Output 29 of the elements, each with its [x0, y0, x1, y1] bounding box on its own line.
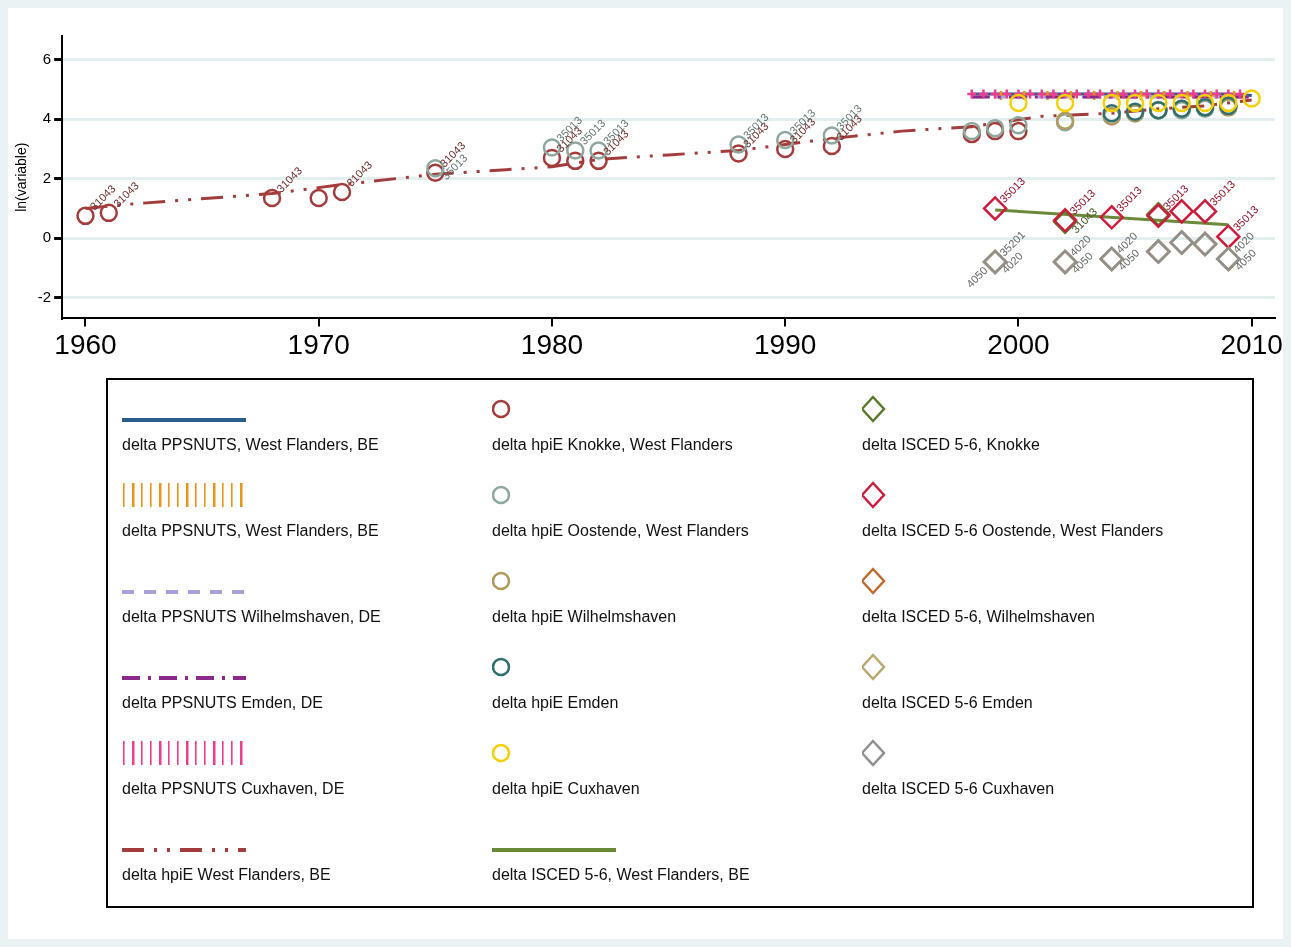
y-tick-label: 4 [42, 109, 52, 127]
y-axis-title: ln(variable) [13, 142, 30, 212]
legend-label: delta PPSNUTS Emden, DE [122, 694, 323, 711]
legend-label: delta ISCED 5-6, West Flanders, BE [492, 866, 750, 883]
x-tick-label: 1980 [520, 328, 584, 360]
legend-label: delta hpiE Oostende, West Flanders [492, 522, 749, 539]
legend-label: delta hpiE Cuxhaven [492, 780, 640, 797]
legend-label: delta PPSNUTS, West Flanders, BE [122, 436, 379, 453]
legend-label: delta ISCED 5-6, Knokke [862, 436, 1040, 453]
x-tick-label: 1990 [754, 328, 817, 360]
legend-label: delta hpiE Emden [492, 694, 619, 711]
x-tick-label: 2000 [987, 328, 1050, 360]
legend-label: delta PPSNUTS Cuxhaven, DE [122, 780, 345, 797]
legend-label: delta ISCED 5-6, Wilhelmshaven [862, 608, 1095, 625]
legend-label: delta hpiE Knokke, West Flanders [492, 436, 733, 453]
legend-label: delta hpiE West Flanders, BE [122, 866, 331, 883]
legend-label: delta PPSNUTS, West Flanders, BE [122, 522, 379, 539]
x-tick-label: 2010 [1220, 328, 1283, 360]
legend-label: delta hpiE Wilhelmshaven [492, 608, 677, 625]
legend-label: delta ISCED 5-6 Oostende, West Flanders [862, 522, 1164, 539]
y-tick-label: 6 [42, 49, 52, 67]
x-tick-label: 1970 [287, 328, 350, 360]
legend-label: delta ISCED 5-6 Emden [862, 694, 1033, 711]
y-tick-label: -2 [37, 287, 52, 305]
legend-label: delta ISCED 5-6 Cuxhaven [862, 780, 1055, 797]
y-tick-label: 2 [42, 168, 52, 186]
y-tick-label: 0 [42, 228, 52, 246]
legend-label: delta PPSNUTS Wilhelmshaven, DE [122, 608, 381, 625]
x-tick-label: 1960 [54, 328, 117, 360]
